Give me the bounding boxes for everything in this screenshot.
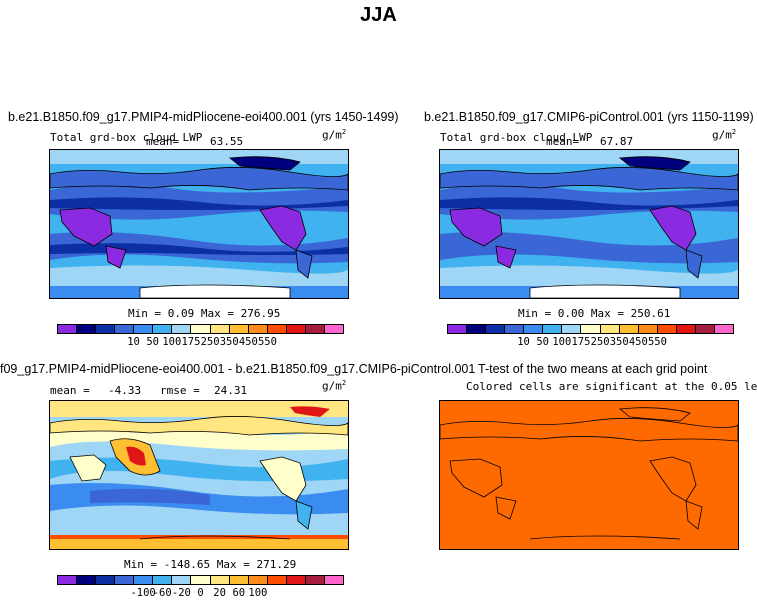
- colorbar-tick-label: 100: [162, 336, 182, 348]
- colorbar-swatch: [134, 325, 154, 333]
- colorbar-swatch: [305, 576, 325, 584]
- colorbar-swatch: [153, 576, 173, 584]
- panel4-map: [439, 400, 739, 550]
- colorbar-swatch: [58, 325, 78, 333]
- colorbar-swatch: [172, 325, 192, 333]
- colorbar-swatch: [191, 325, 211, 333]
- colorbar-swatch: [581, 325, 601, 333]
- colorbar-swatch: [467, 325, 487, 333]
- colorbar-swatch: [638, 325, 658, 333]
- colorbar-swatch: [524, 325, 544, 333]
- colorbar-swatch: [657, 325, 677, 333]
- colorbar-tick-label: 175: [181, 336, 201, 348]
- panel3-colorbar: [57, 575, 344, 585]
- panel1-minmax: Min = 0.09 Max = 276.95: [128, 307, 281, 320]
- colorbar-tick-label: 550: [257, 336, 277, 348]
- panel2-units: g/m2: [712, 128, 737, 142]
- panel3-rmse-label: rmse =: [160, 384, 200, 397]
- colorbar-swatch: [210, 576, 230, 584]
- colorbar-tick-label: 0: [197, 587, 204, 599]
- colorbar-swatch: [172, 576, 192, 584]
- colorbar-swatch: [96, 325, 116, 333]
- colorbar-swatch: [248, 576, 268, 584]
- colorbar-swatch: [115, 325, 135, 333]
- colorbar-tick-label: -100: [130, 587, 156, 599]
- colorbar-tick-label: -60: [152, 587, 172, 599]
- colorbar-swatch: [77, 325, 97, 333]
- colorbar-tick-label: 50: [146, 336, 159, 348]
- colorbar-tick-label: 175: [571, 336, 591, 348]
- colorbar-swatch: [505, 325, 525, 333]
- colorbar-swatch: [58, 576, 78, 584]
- colorbar-tick-label: 10: [127, 336, 140, 348]
- panel2-colorbar: [447, 324, 734, 334]
- colorbar-tick-label: -20: [171, 587, 191, 599]
- colorbar-tick-label: 50: [536, 336, 549, 348]
- colorbar-tick-label: 100: [248, 587, 268, 599]
- colorbar-swatch: [324, 576, 343, 584]
- colorbar-swatch: [619, 325, 639, 333]
- colorbar-swatch: [115, 576, 135, 584]
- panel2-variable: Total grd-box cloud LWP: [440, 131, 593, 144]
- colorbar-swatch: [695, 325, 715, 333]
- colorbar-swatch: [324, 325, 343, 333]
- panel2-map: [439, 149, 739, 299]
- panel4-subtitle: Colored cells are significant at the 0.0…: [466, 380, 757, 393]
- panel1-map: [49, 149, 349, 299]
- panel2-mean-label: mean=: [546, 135, 580, 148]
- colorbar-swatch: [229, 325, 249, 333]
- panel3-rmse-value: 24.31: [214, 384, 248, 397]
- panel3-mean-value: -4.33: [108, 384, 142, 397]
- colorbar-swatch: [191, 576, 211, 584]
- colorbar-swatch: [543, 325, 563, 333]
- panel1-colorbar: [57, 324, 344, 334]
- colorbar-swatch: [486, 325, 506, 333]
- colorbar-tick-label: 20: [213, 587, 226, 599]
- colorbar-tick-label: 100: [552, 336, 572, 348]
- colorbar-tick-label: 60: [232, 587, 246, 599]
- colorbar-swatch: [229, 576, 249, 584]
- panel2-title: b.e21.B1850.f09_g17.CMIP6-piControl.001 …: [424, 110, 754, 124]
- colorbar-tick-label: 450: [238, 336, 258, 348]
- colorbar-swatch: [153, 325, 173, 333]
- colorbar-swatch: [600, 325, 620, 333]
- colorbar-tick-label: 250: [200, 336, 220, 348]
- panel3-mean-label: mean =: [50, 384, 90, 397]
- colorbar-tick-label: 10: [517, 336, 530, 348]
- colorbar-tick-label: 450: [628, 336, 648, 348]
- colorbar-tick-label: 350: [609, 336, 629, 348]
- panel1-mean-value: 63.55: [210, 135, 244, 148]
- colorbar-swatch: [267, 325, 287, 333]
- colorbar-swatch: [77, 576, 97, 584]
- colorbar-swatch: [714, 325, 733, 333]
- panel1-units: g/m2: [322, 128, 347, 142]
- colorbar-swatch: [286, 576, 306, 584]
- colorbar-swatch: [562, 325, 582, 333]
- colorbar-swatch: [305, 325, 325, 333]
- colorbar-swatch: [210, 325, 230, 333]
- colorbar-swatch: [96, 576, 116, 584]
- panel2-minmax: Min = 0.00 Max = 250.61: [518, 307, 671, 320]
- colorbar-tick-label: 250: [590, 336, 610, 348]
- colorbar-swatch: [676, 325, 696, 333]
- figure-title: JJA: [360, 4, 397, 26]
- panel3-units: g/m2: [322, 379, 347, 393]
- panel4-title: T-test of the two means at each grid poi…: [478, 362, 708, 376]
- colorbar-swatch: [286, 325, 306, 333]
- panel3-map: [49, 400, 349, 550]
- panel2-mean-value: 67.87: [600, 135, 634, 148]
- colorbar-swatch: [248, 325, 268, 333]
- panel3-minmax: Min = -148.65 Max = 271.29: [124, 558, 297, 571]
- colorbar-tick-label: 350: [219, 336, 239, 348]
- colorbar-swatch: [134, 576, 154, 584]
- panel3-title: f09_g17.PMIP4-midPliocene-eoi400.001 - b…: [0, 362, 476, 376]
- panel1-title: b.e21.B1850.f09_g17.PMIP4-midPliocene-eo…: [8, 110, 399, 124]
- colorbar-tick-label: 550: [647, 336, 667, 348]
- panel1-variable: Total grd-box cloud LWP: [50, 131, 203, 144]
- panel1-mean-label: mean=: [146, 135, 180, 148]
- colorbar-swatch: [448, 325, 468, 333]
- colorbar-swatch: [267, 576, 287, 584]
